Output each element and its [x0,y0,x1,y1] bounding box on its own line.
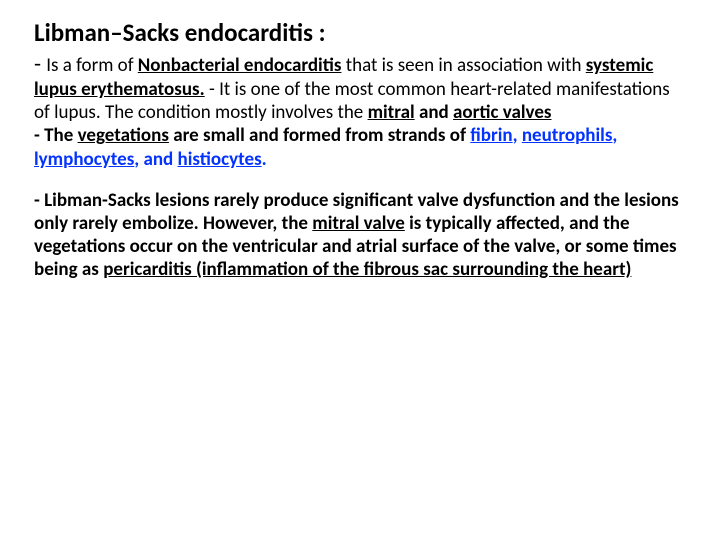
p2-term-pericarditis: pericarditis (inflammation of the fibrou… [103,258,631,281]
p1-comma1: , [513,124,522,147]
p1-comma3: , and [134,148,177,171]
paragraph-1: - Is a form of Nonbacterial endocarditis… [34,50,686,171]
p1-link-neutrophils[interactable]: neutrophils [522,124,613,147]
p2-term-mitral-valve: mitral valve [312,212,405,235]
p1-t9: - The [34,124,78,147]
p1-term-nonbacterial: Nonbacterial endocarditis [138,54,342,77]
p1-link-fibrin[interactable]: fibrin [470,124,512,147]
p1-link-histiocytes[interactable]: histiocytes [178,148,262,171]
p1-term-aortic: aortic valves [453,101,551,124]
p1-comma2: , [612,124,617,147]
p1-t11: are small and formed from strands of [169,124,470,147]
p1-t3: that is seen in association with [341,54,585,77]
p1-link-lymphocytes[interactable]: lymphocytes [34,148,134,171]
p1-period: . [262,148,267,171]
slide: Libman–Sacks endocarditis : - Is a form … [0,0,720,540]
p1-t1: Is a form of [46,54,138,77]
slide-title: Libman–Sacks endocarditis : [34,18,686,48]
p1-t7: and [415,101,453,124]
p1-term-vegetations: vegetations [78,124,169,147]
paragraph-2: - Libman-Sacks lesions rarely produce si… [34,189,686,282]
p1-term-mitral: mitral [368,101,415,124]
lead-dash: - [34,50,46,78]
